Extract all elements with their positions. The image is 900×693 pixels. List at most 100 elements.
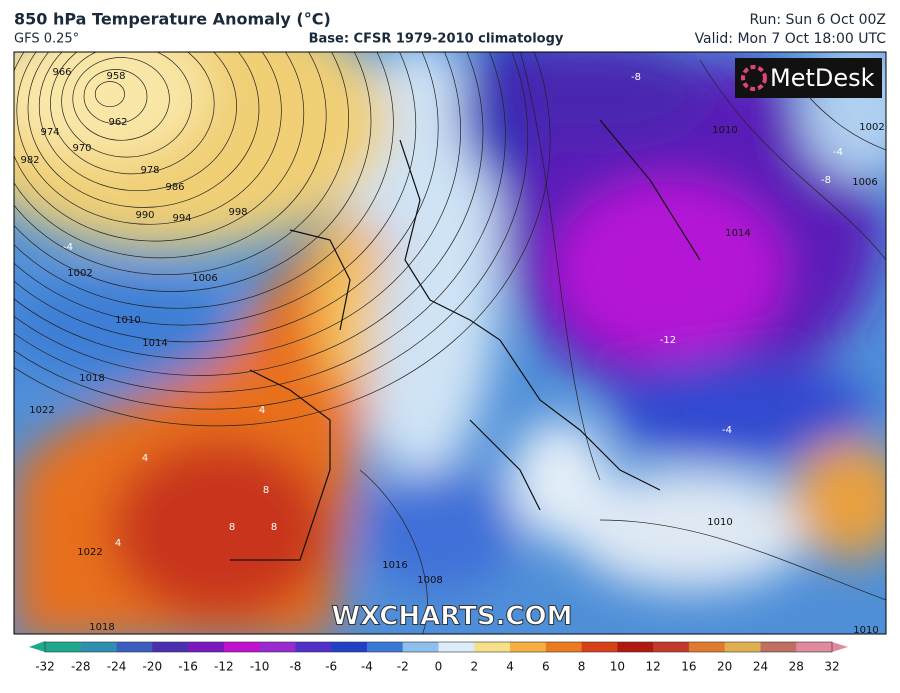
- colorbar-segment: [152, 642, 189, 652]
- isobar-label: 1006: [192, 273, 217, 284]
- watermark: WXCHARTS.COM: [331, 602, 572, 632]
- logo-box: [735, 58, 882, 98]
- colorbar-segment: [366, 642, 404, 652]
- isobar-label: 974: [40, 127, 59, 138]
- isobar-label: 1006: [852, 177, 877, 188]
- colorbar-arrow: [29, 642, 45, 652]
- colorbar-segment: [474, 642, 511, 652]
- colorbar: -32 -28 -24 -20 -16 -12 -10 -8 -6 -4 -2 0 2 4 6 8 10 12 16…: [29, 641, 848, 674]
- colorbar-segment: [617, 642, 654, 652]
- colorbar-tick-label: 4: [506, 660, 514, 674]
- isobar-label: 962: [108, 117, 127, 128]
- isobar-label: 1002: [67, 268, 92, 279]
- isobar: [14, 52, 551, 427]
- isobar-label: 1002: [859, 122, 884, 133]
- colorbar-frame: [44, 641, 833, 653]
- colorbar-tick-label: -12: [214, 660, 234, 674]
- valid: Valid: Mon 7 Oct 18:00 UTC: [695, 31, 887, 47]
- isobar-label: 1010: [115, 315, 140, 326]
- isobar: [14, 52, 349, 276]
- isobar-label: 1022: [77, 547, 102, 558]
- map-frame: [13, 51, 887, 635]
- colorbar-segment: [438, 642, 475, 652]
- isobar: [14, 52, 394, 309]
- colorbar-segment: [760, 642, 797, 652]
- colorbar-tick-label: -32: [35, 660, 55, 674]
- isobar: [14, 52, 327, 259]
- colorbar-segment: [80, 642, 118, 652]
- colorbar-segment: [796, 642, 833, 652]
- colorbar-tick-label: 12: [645, 660, 660, 674]
- contour-labels: 966 958 962 974 970 982 978 986 990 994 998 1002 100…: [20, 67, 884, 636]
- colorbar-arrow: [832, 642, 848, 652]
- anomaly-label: 4: [259, 405, 265, 416]
- colorbar-tick-label: 6: [542, 660, 550, 674]
- colorbar-tick-label: -4: [361, 660, 373, 674]
- isobar-label: 1010: [707, 517, 732, 528]
- anomaly-label: 8: [229, 522, 235, 533]
- colorbar-tick-label: 8: [578, 660, 586, 674]
- anomaly-label: 8: [271, 522, 277, 533]
- colorbar-segment: [45, 642, 82, 652]
- logo-icon: [741, 65, 767, 91]
- colorbar-tick-label: -24: [107, 660, 127, 674]
- coastlines: [230, 119, 701, 561]
- anomaly-label: 4: [142, 453, 148, 464]
- isobar-label: 970: [72, 143, 91, 154]
- colorbar-segment: [581, 642, 618, 652]
- isobar: [14, 52, 372, 292]
- logo: MetDesk: [770, 64, 875, 92]
- isobar: [38, 52, 237, 192]
- isobar: [27, 52, 260, 208]
- isobar-label: 1014: [142, 338, 167, 349]
- isobar-label: 982: [20, 155, 39, 166]
- colorbar-tick-label: 28: [789, 660, 804, 674]
- isobar: [83, 69, 148, 124]
- colorbar-segment: [259, 642, 296, 652]
- colorbar-segment: [223, 642, 261, 652]
- isobar: [14, 52, 439, 343]
- colorbar-tick-label: -10: [250, 660, 270, 674]
- isobar: [14, 52, 506, 393]
- colorbar-tick-label: 32: [824, 660, 839, 674]
- isobar-label: 1010: [853, 625, 878, 636]
- isobar-label: 966: [52, 67, 71, 78]
- run: Run: Sun 6 Oct 00Z: [749, 12, 886, 28]
- isobar-label: 1008: [417, 575, 442, 586]
- anomaly-label: -4: [833, 147, 843, 158]
- map: 966 958 962 974 970 982 978 986 990 994 998 1002 100…: [14, 52, 886, 636]
- isobar: [14, 52, 305, 242]
- colorbar-tick-label: -20: [143, 660, 163, 674]
- isobar-label: 958: [106, 71, 125, 82]
- isobar-label: 978: [140, 165, 159, 176]
- isobar-label: 1018: [79, 373, 104, 384]
- isobar-label: 990: [135, 210, 154, 221]
- colorbar-segment: [188, 642, 225, 652]
- isobar: [359, 469, 428, 634]
- isobar-label: 1016: [382, 560, 407, 571]
- base: Base: CFSR 1979-2010 climatology: [309, 32, 564, 47]
- isobar-label: 1014: [725, 228, 750, 239]
- colorbar-segment: [724, 642, 761, 652]
- isobar: [699, 59, 886, 261]
- isobar: [16, 52, 282, 225]
- colorbar-tick-label: -8: [289, 660, 301, 674]
- anomaly-label: -8: [631, 72, 641, 83]
- isobar: [14, 52, 461, 359]
- isobar-label: 986: [165, 182, 184, 193]
- colorbar-segment: [295, 642, 332, 652]
- model: GFS 0.25°: [14, 32, 79, 47]
- isobar-label: 998: [228, 207, 247, 218]
- title: 850 hPa Temperature Anomaly (°C): [14, 10, 331, 29]
- colorbar-tick-label: -16: [178, 660, 198, 674]
- colorbar-tick-label: -6: [325, 660, 337, 674]
- colorbar-segment: [688, 642, 726, 652]
- isobar: [72, 57, 170, 141]
- colorbar-segment: [331, 642, 368, 652]
- colorbar-tick-label: 2: [470, 660, 478, 674]
- colorbar-segment: [116, 642, 153, 652]
- anomaly-label: 4: [115, 538, 121, 549]
- anomaly-label: 8: [263, 485, 269, 496]
- anomaly-label: -12: [660, 335, 676, 346]
